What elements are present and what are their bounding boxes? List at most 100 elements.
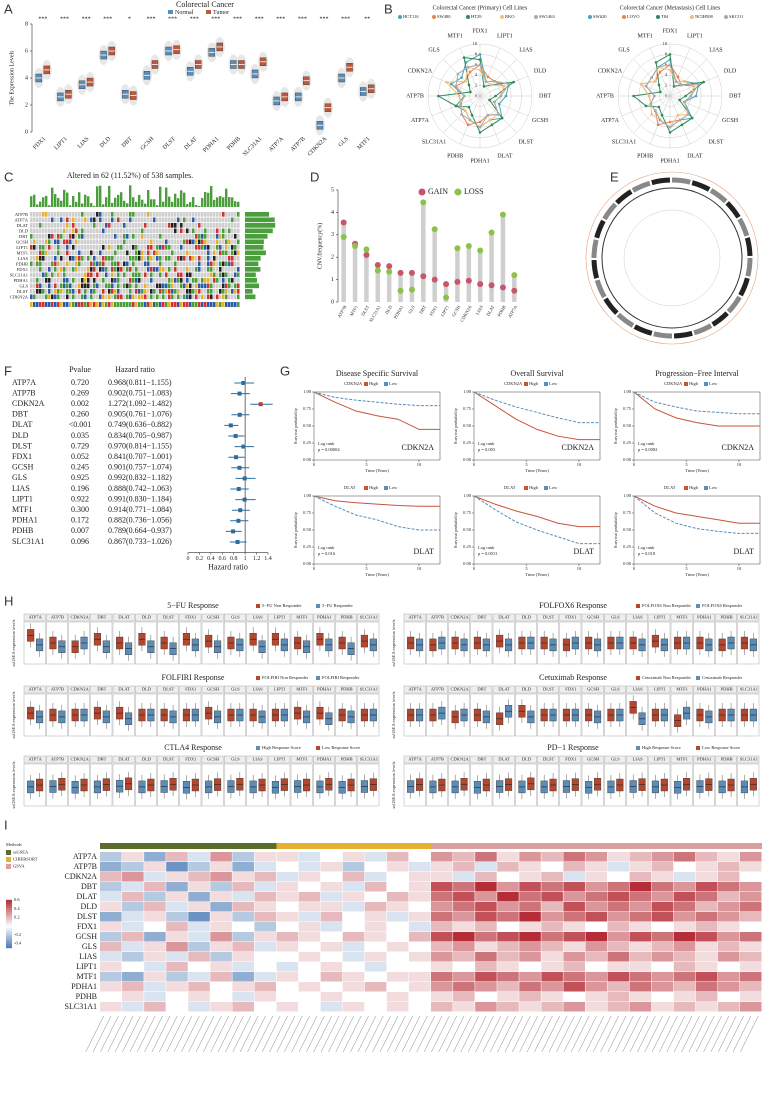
onco-cell	[216, 223, 219, 228]
heat-cell	[166, 912, 188, 922]
onco-cell	[105, 228, 108, 234]
onco-cell	[51, 283, 54, 289]
heat-cell	[254, 862, 277, 872]
heat-cell	[585, 892, 608, 902]
onco-cell	[213, 245, 216, 250]
logrank: Log rank	[318, 441, 335, 446]
gene: DLST	[12, 441, 32, 450]
onco-cell	[48, 289, 51, 294]
y-axis-label: Survival probability	[293, 407, 298, 444]
onco-cell	[63, 245, 66, 250]
significance: ***	[60, 16, 69, 22]
onco-cell	[183, 278, 186, 283]
column-label-stub	[232, 1015, 252, 1053]
heat-cell	[629, 892, 652, 902]
onco-cell	[144, 278, 147, 283]
panel-title: FOLFOX6 Response	[539, 601, 607, 610]
row-label: ATP7A	[73, 852, 97, 861]
onco-cell	[177, 228, 180, 234]
onco-cell	[165, 272, 168, 278]
onco-cell	[165, 212, 168, 217]
column-label-stub	[291, 1015, 310, 1053]
onco-cell	[87, 239, 90, 245]
heat-cell	[210, 872, 232, 882]
onco-cell	[33, 289, 36, 294]
onco-cell	[153, 261, 156, 267]
axis-label: FDX1	[662, 28, 677, 34]
radar-point	[653, 79, 657, 83]
y-axis-label: ssGSEA expression levels	[391, 619, 396, 666]
strip-label: CDKN2A	[70, 687, 89, 692]
panel-title: 5−FU Response	[167, 601, 219, 610]
onco-annot	[81, 302, 84, 307]
onco-cell	[72, 261, 75, 267]
onco-cell	[66, 283, 69, 289]
heat-cell	[629, 992, 652, 1002]
onco-cell	[147, 261, 150, 267]
column-label-stub	[387, 1015, 406, 1053]
onco-top-bar	[108, 185, 111, 207]
circos-ring	[601, 187, 743, 329]
onco-cell	[171, 212, 174, 217]
heat-cell	[232, 922, 254, 932]
onco-top-bar	[216, 197, 219, 207]
onco-top-bar	[96, 186, 99, 207]
heat-cell	[254, 872, 277, 882]
legend-swatch	[704, 382, 708, 386]
onco-side-bar	[245, 245, 264, 250]
facet-frame	[290, 693, 313, 737]
heat-cell	[431, 912, 453, 922]
pvalue: 0.720	[71, 378, 89, 387]
heat-cell	[607, 922, 630, 932]
heat-cell	[100, 892, 122, 902]
onco-cell	[222, 261, 225, 267]
gene: PDHA1	[12, 516, 38, 525]
onco-cell	[51, 294, 54, 300]
onco-cell	[123, 267, 126, 272]
strip-label: SLC31A1	[360, 687, 378, 692]
x-tick-label: 0.6	[219, 556, 227, 562]
onco-cell	[132, 212, 135, 217]
strip	[157, 755, 179, 764]
onco-cell	[69, 223, 72, 228]
onco-cell	[237, 278, 240, 283]
onco-cell	[105, 245, 108, 250]
facet-frame	[224, 763, 246, 807]
heat-cell	[298, 872, 321, 882]
strip-label: DBT	[477, 615, 486, 620]
onco-cell	[138, 245, 141, 250]
onco-cell	[30, 267, 33, 272]
facet-frame	[357, 763, 380, 807]
onco-cell	[36, 239, 39, 245]
onco-cell	[165, 278, 168, 283]
onco-cell	[39, 294, 42, 300]
strip-label: PDHA1	[317, 757, 332, 762]
onco-cell	[192, 289, 195, 294]
onco-top-bar	[30, 196, 33, 207]
onco-cell	[120, 256, 123, 261]
onco-cell	[99, 234, 102, 239]
x-tick-label: 0	[473, 566, 476, 571]
strip-label: MTF1	[676, 687, 688, 692]
group-bar	[276, 843, 431, 849]
legend-label: RKO	[505, 14, 515, 19]
heat-cell	[585, 932, 608, 942]
strip	[559, 685, 582, 694]
onco-top-bar	[165, 187, 168, 207]
heat-cell	[739, 872, 762, 882]
colorbar-step	[6, 945, 12, 949]
heat-cell	[541, 932, 563, 942]
heat-cell	[122, 912, 144, 922]
onco-cell	[168, 272, 171, 278]
onco-top-bar	[75, 201, 78, 207]
heat-cell	[497, 992, 519, 1002]
panel-title: Cetuximab Response	[539, 673, 607, 682]
heat-cell	[276, 962, 299, 972]
axis-label: SLC31A1	[612, 139, 636, 145]
colorbar-step	[6, 901, 12, 905]
x-tick-label: 10	[417, 566, 422, 571]
cnv-point	[488, 229, 495, 236]
radar-point	[470, 113, 474, 117]
strip	[201, 755, 224, 764]
colorbar-step	[6, 913, 12, 917]
